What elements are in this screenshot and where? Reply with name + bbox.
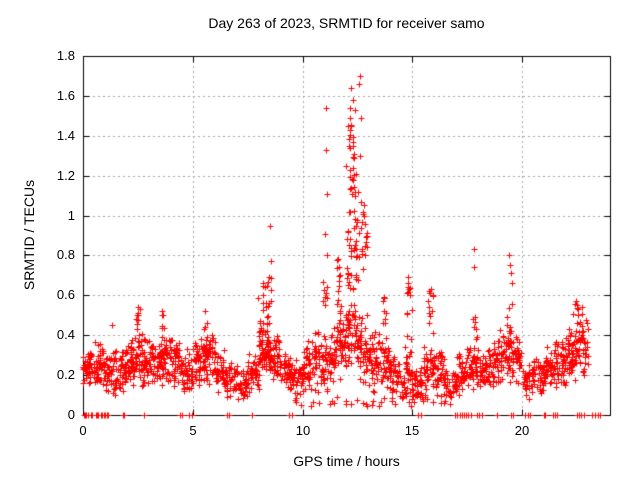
y-tick-label: 0.8 <box>56 247 75 262</box>
x-tick-label: 5 <box>189 423 197 438</box>
y-tick-label: 1 <box>67 208 75 223</box>
chart-title: Day 263 of 2023, SRMTID for receiver sam… <box>208 15 485 31</box>
y-tick-label: 0.6 <box>56 287 75 302</box>
y-tick-label: 1.4 <box>56 128 75 143</box>
x-tick-label: 10 <box>295 423 311 438</box>
y-tick-label: 1.2 <box>56 168 75 183</box>
y-tick-label: 0 <box>67 407 75 422</box>
y-tick-label: 1.6 <box>56 88 75 103</box>
x-tick-label: 15 <box>404 423 420 438</box>
y-tick-label: 1.8 <box>56 48 75 63</box>
y-tick-label: 0.2 <box>56 367 75 382</box>
x-tick-label: 0 <box>79 423 87 438</box>
x-tick-label: 20 <box>514 423 530 438</box>
y-tick-label: 0.4 <box>56 327 75 342</box>
y-axis-label: SRMTID / TECUs <box>21 179 37 291</box>
x-axis-label: GPS time / hours <box>293 453 400 469</box>
